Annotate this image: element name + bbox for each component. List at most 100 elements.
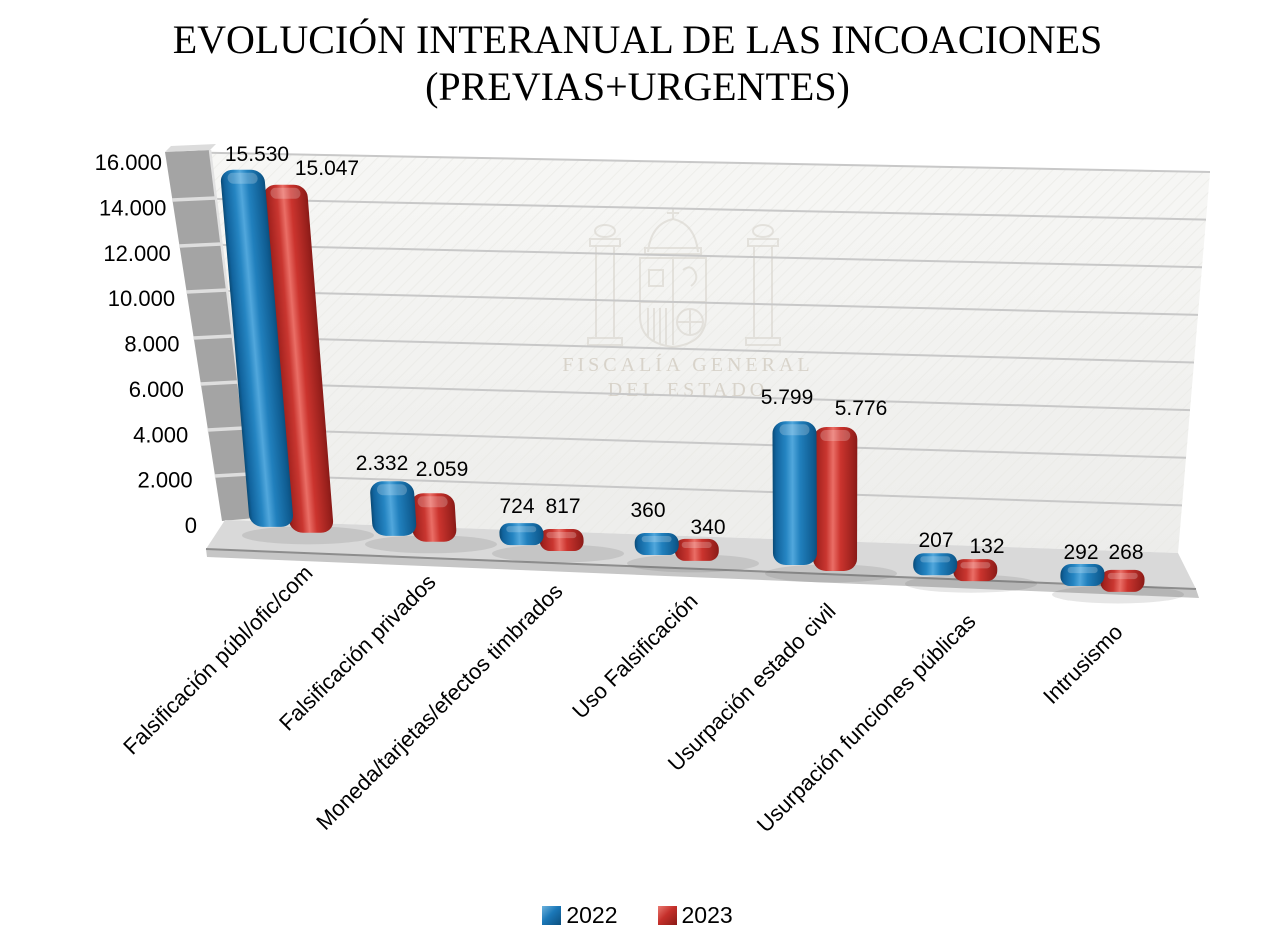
watermark-text-line1: FISCALÍA GENERAL [562,353,813,376]
y-axis-tick-label: 16.000 [95,150,162,175]
bar-rect-2023 [539,529,584,552]
bar-2022-2 [499,523,544,546]
data-label-2023-0: 15.047 [295,157,359,180]
bar-gloss [920,556,951,563]
bar-gloss [227,172,258,184]
bar-gloss [376,484,407,496]
y-axis-wall-separator [186,288,228,294]
bar-gloss [417,496,448,508]
y-axis-tick-label: 14.000 [99,195,166,220]
y-axis-wall-separator [172,196,216,202]
y-axis-labels: 0 2.000 4.000 6.000 8.000 10.000 12.000 14.000 1… [95,150,197,538]
bar-rect-2022 [1060,563,1105,586]
bar-shadow [242,526,374,545]
gridline [210,427,1187,459]
bar-shadow [905,574,1037,593]
y-axis-tick-label: 8.000 [124,332,179,357]
legend-label-2023: 2023 [681,902,733,928]
bar-2022-4 [772,421,817,566]
bars [220,169,1145,592]
bar-gloss [779,424,810,436]
bar-2022-5 [913,553,958,576]
watermark-emblem [587,208,781,349]
category-labels: Falsificación públ/ofic/comFalsificación… [118,560,1127,837]
gridline [167,151,1211,173]
bar-gloss [681,541,712,549]
bar-gloss [1107,572,1138,580]
chart-back-wall-hatch [167,151,1210,553]
bar-2022-0 [220,169,294,527]
bar-2023-5 [953,559,998,582]
bar-shadow [627,554,759,573]
data-label-2022-5: 207 [918,529,953,552]
category-label-6: Intrusismo [1038,619,1127,708]
bar-2023-2 [539,529,584,552]
data-label-2023-3: 340 [690,516,725,539]
data-label-2022-4: 5.799 [761,386,814,409]
bar-2023-3 [674,538,719,561]
bar-rect-2022 [913,553,958,576]
chart-floor-edge [205,548,1197,590]
chart-floor-front-face [206,549,1199,598]
chart-title-line1: EVOLUCIÓN INTERANUAL DE LAS INCOACIONES [172,17,1103,62]
gridline [217,473,1183,507]
bar-shadow [365,535,497,554]
bar-gloss [270,187,301,199]
bar-rect-2022 [772,421,817,566]
bar-rect-2022 [499,523,544,546]
bar-rect-2023 [953,559,998,582]
data-label-2023-5: 132 [969,535,1004,558]
bar-shadow [492,544,624,563]
data-label-2023-1: 2.059 [416,458,469,481]
bar-2023-1 [410,493,457,542]
y-axis-tick-label: 0 [185,513,197,538]
bar-shadows [242,526,1184,604]
y-axis-wall-separator [214,472,250,478]
y-axis-tick-label: 12.000 [103,241,170,266]
chart-title: EVOLUCIÓN INTERANUAL DE LAS INCOACIONES … [0,16,1275,110]
bar-gloss [546,532,577,539]
data-label-2022-1: 2.332 [356,452,409,475]
gridlines [167,151,1211,507]
category-label-2: Moneda/tarjetas/efectos timbrados [311,578,567,834]
gridline [174,197,1207,221]
bar-rect-2023 [674,538,719,561]
y-axis-wall-top-face [165,144,216,152]
bar-shadow [1052,585,1184,604]
watermark-crown-base [644,247,702,255]
legend-item-2022: 2022 [542,902,618,929]
legend-swatch-2022 [542,906,562,925]
watermark-shield [639,257,707,349]
gridline [196,335,1195,364]
category-label-4: Usurpación estado civil [663,598,841,776]
category-label-3: Uso Falsificación [567,588,702,723]
bar-2022-3 [634,532,679,555]
legend-item-2023: 2023 [657,902,733,929]
y-axis-tick-label: 6.000 [129,377,184,402]
y-axis-wall-separator [200,380,239,386]
legend-swatch-2023 [657,906,677,925]
data-label-2023-2: 817 [545,495,580,518]
data-labels: 15.530 15.047 2.332 2.059 724 817 360 340 5.799 5… [225,143,1144,564]
chart-title-line2: (PREVIAS+URGENTES) [425,64,850,110]
bar-gloss [960,562,991,569]
y-axis-wall-separator [193,334,233,340]
y-axis-tick-label: 2.000 [138,468,193,493]
bar-rect-2022 [220,169,294,527]
data-label-2023-4: 5.776 [835,397,888,420]
bar-2022-1 [370,481,417,536]
data-label-2022-6: 292 [1063,541,1098,564]
bar-shadow [765,564,897,583]
bar-rect-2023 [813,426,858,571]
gridline [188,289,1199,316]
bar-2023-4 [813,426,858,571]
bar-rect-2022 [634,532,679,555]
y-axis-wall-separators [172,196,250,478]
data-label-2023-6: 268 [1108,541,1143,564]
legend: 2022 2023 [0,902,1275,929]
bar-rect-2022 [370,481,417,536]
bar-rect-2023 [410,493,457,542]
y-axis-tick-label: 10.000 [108,286,175,311]
y-axis-tick-label: 4.000 [133,422,188,447]
